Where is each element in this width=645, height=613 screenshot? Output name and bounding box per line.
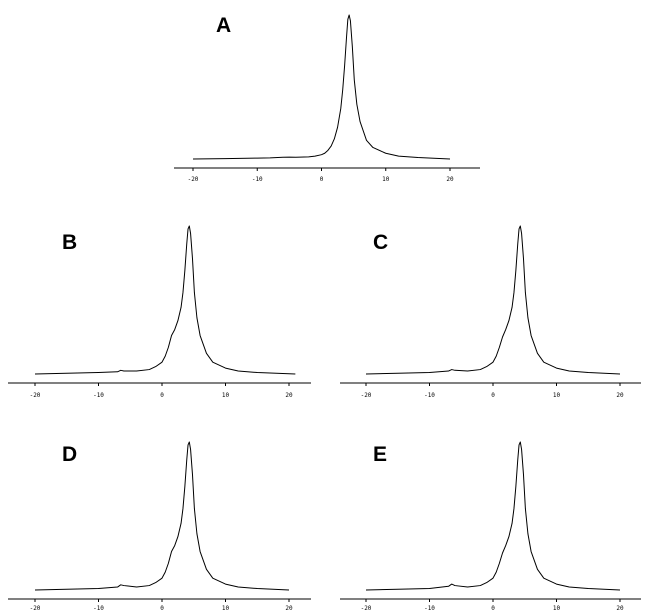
x-tick-label: 10	[553, 605, 561, 612]
x-tick-label: 0	[491, 392, 495, 399]
x-tick-label: 10	[553, 392, 561, 399]
panel-label: E	[373, 443, 387, 466]
spectrum-panel-d: D -20 -10 0 10 20	[8, 441, 311, 612]
x-tick-label: 0	[160, 605, 164, 612]
x-tick-label: -20	[361, 392, 372, 399]
x-tick-label: 0	[320, 176, 324, 183]
x-tick-label: 20	[616, 605, 624, 612]
x-tick-label: -10	[252, 176, 263, 183]
x-tick-label: 10	[222, 392, 230, 399]
spectrum-trace	[365, 441, 621, 591]
spectrum-trace	[34, 225, 296, 375]
spectrum-trace	[34, 441, 290, 591]
x-tick-label: -20	[30, 605, 41, 612]
spectrum-panel-b: B -20 -10 0 10 20	[8, 225, 311, 399]
x-tick-label: 0	[160, 392, 164, 399]
panel-label: D	[62, 443, 77, 466]
x-tick-label: 10	[222, 605, 230, 612]
spectrum-panel-e: E -20 -10 0 10 20	[340, 441, 641, 612]
x-tick-label: 20	[285, 392, 293, 399]
x-tick-label: -10	[93, 605, 104, 612]
x-tick-label: -10	[424, 605, 435, 612]
panel-label: C	[373, 231, 388, 254]
spectrum-panel-c: C -20 -10 0 10 20	[340, 225, 641, 399]
panel-label: B	[62, 231, 77, 254]
x-tick-label: -20	[361, 605, 372, 612]
x-tick-label: -20	[30, 392, 41, 399]
x-tick-label: -20	[188, 176, 199, 183]
x-tick-label: 20	[446, 176, 454, 183]
x-tick-label: 0	[491, 605, 495, 612]
x-tick-label: 20	[616, 392, 624, 399]
x-tick-label: -10	[424, 392, 435, 399]
panel-label: A	[216, 14, 231, 37]
x-tick-label: 10	[382, 176, 390, 183]
x-tick-label: 20	[285, 605, 293, 612]
spectrum-trace	[192, 14, 451, 160]
spectrum-panel-a: A -20 -10 0 10 20	[174, 14, 480, 183]
spectrum-trace	[365, 225, 621, 375]
x-tick-label: -10	[93, 392, 104, 399]
